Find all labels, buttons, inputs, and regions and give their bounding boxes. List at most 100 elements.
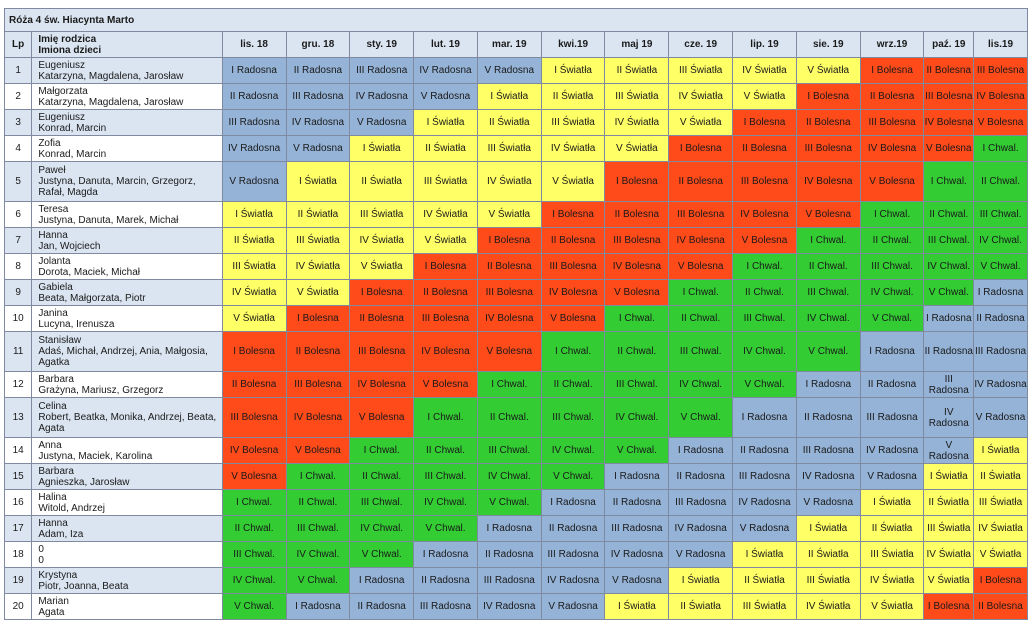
mystery-cell[interactable]: III Światła xyxy=(795,567,861,594)
mystery-cell[interactable]: V Bolesna xyxy=(413,371,478,398)
mystery-cell[interactable]: II Radosna xyxy=(859,371,925,398)
mystery-cell[interactable]: III Bolesna xyxy=(973,57,1028,84)
mystery-cell[interactable]: V Radosna xyxy=(795,489,861,516)
mystery-cell[interactable]: IV Bolesna xyxy=(285,397,351,438)
mystery-cell[interactable]: III Bolesna xyxy=(413,305,478,332)
mystery-cell[interactable]: I Radosna xyxy=(795,371,861,398)
mystery-cell[interactable]: III Bolesna xyxy=(221,397,287,438)
mystery-cell[interactable]: III Światła xyxy=(923,515,975,542)
mystery-cell[interactable]: III Chwal. xyxy=(604,371,670,398)
mystery-cell[interactable]: III Światła xyxy=(476,135,542,162)
mystery-cell[interactable]: I Światła xyxy=(476,83,542,110)
mystery-cell[interactable]: II Chwal. xyxy=(859,227,925,254)
mystery-cell[interactable]: IV Chwal. xyxy=(795,305,861,332)
mystery-cell[interactable]: IV Światła xyxy=(476,161,542,202)
mystery-cell[interactable]: IV Radosna xyxy=(859,437,925,464)
mystery-cell[interactable]: V Bolesna xyxy=(668,253,734,280)
mystery-cell[interactable]: III Radosna xyxy=(668,489,734,516)
mystery-cell[interactable]: III Radosna xyxy=(923,371,975,398)
mystery-cell[interactable]: II Chwal. xyxy=(413,437,478,464)
name-cell[interactable]: Jolanta Dorota, Maciek, Michał xyxy=(31,253,223,280)
mystery-cell[interactable]: IV Światła xyxy=(349,227,415,254)
row-number[interactable]: 7 xyxy=(3,227,33,254)
mystery-cell[interactable]: II Chwal. xyxy=(732,279,797,306)
mystery-cell[interactable]: V Światła xyxy=(923,567,975,594)
mystery-cell[interactable]: I Bolesna xyxy=(349,279,415,306)
mystery-cell[interactable]: IV Bolesna xyxy=(221,437,287,464)
mystery-cell[interactable]: II Bolesna xyxy=(349,305,415,332)
row-number[interactable]: 6 xyxy=(3,201,33,228)
mystery-cell[interactable]: IV Chwal. xyxy=(349,515,415,542)
mystery-cell[interactable]: II Chwal. xyxy=(285,489,351,516)
mystery-cell[interactable]: IV Bolesna xyxy=(795,161,861,202)
mystery-cell[interactable]: V Światła xyxy=(413,227,478,254)
mystery-cell[interactable]: V Bolesna xyxy=(285,437,351,464)
mystery-cell[interactable]: III Radosna xyxy=(221,109,287,136)
mystery-cell[interactable]: IV Bolesna xyxy=(413,331,478,372)
mystery-cell[interactable]: III Chwal. xyxy=(973,201,1028,228)
mystery-cell[interactable]: IV Chwal. xyxy=(476,463,542,490)
mystery-cell[interactable]: III Bolesna xyxy=(668,201,734,228)
mystery-cell[interactable]: IV Chwal. xyxy=(413,489,478,516)
mystery-cell[interactable]: V Chwal. xyxy=(859,305,925,332)
mystery-cell[interactable]: II Bolesna xyxy=(285,331,351,372)
mystery-cell[interactable]: IV Światła xyxy=(540,135,606,162)
mystery-cell[interactable]: IV Chwal. xyxy=(540,437,606,464)
mystery-cell[interactable]: III Radosna xyxy=(476,567,542,594)
mystery-cell[interactable]: III Światła xyxy=(604,83,670,110)
mystery-cell[interactable]: I Radosna xyxy=(413,541,478,568)
mystery-cell[interactable]: III Bolesna xyxy=(476,279,542,306)
mystery-cell[interactable]: II Bolesna xyxy=(732,135,797,162)
mystery-cell[interactable]: I Chwal. xyxy=(668,279,734,306)
row-number[interactable]: 11 xyxy=(3,331,33,372)
mystery-cell[interactable]: III Radosna xyxy=(732,463,797,490)
mystery-cell[interactable]: IV Światła xyxy=(668,83,734,110)
mystery-cell[interactable]: IV Radosna xyxy=(973,371,1028,398)
mystery-cell[interactable]: V Radosna xyxy=(973,397,1028,438)
mystery-cell[interactable]: IV Bolesna xyxy=(476,305,542,332)
mystery-cell[interactable]: IV Chwal. xyxy=(668,371,734,398)
mystery-cell[interactable]: I Radosna xyxy=(923,305,975,332)
mystery-cell[interactable]: II Bolesna xyxy=(973,593,1028,620)
mystery-cell[interactable]: II Radosna xyxy=(349,593,415,620)
mystery-cell[interactable]: II Chwal. xyxy=(795,253,861,280)
mystery-cell[interactable]: II Światła xyxy=(973,463,1028,490)
row-number[interactable]: 15 xyxy=(3,463,33,490)
mystery-cell[interactable]: V Chwal. xyxy=(285,567,351,594)
mystery-cell[interactable]: II Bolesna xyxy=(221,371,287,398)
mystery-cell[interactable]: IV Radosna xyxy=(413,57,478,84)
row-number[interactable]: 10 xyxy=(3,305,33,332)
mystery-cell[interactable]: II Światła xyxy=(221,227,287,254)
mystery-cell[interactable]: IV Bolesna xyxy=(668,227,734,254)
mystery-cell[interactable]: V Bolesna xyxy=(349,397,415,438)
mystery-cell[interactable]: I Światła xyxy=(349,135,415,162)
mystery-cell[interactable]: I Światła xyxy=(732,541,797,568)
mystery-cell[interactable]: V Światła xyxy=(859,593,925,620)
row-number[interactable]: 9 xyxy=(3,279,33,306)
row-number[interactable]: 18 xyxy=(3,541,33,568)
mystery-cell[interactable]: I Chwal. xyxy=(859,201,925,228)
mystery-cell[interactable]: III Radosna xyxy=(973,331,1028,372)
mystery-cell[interactable]: IV Bolesna xyxy=(859,135,925,162)
mystery-cell[interactable]: I Chwal. xyxy=(413,397,478,438)
mystery-cell[interactable]: I Światła xyxy=(859,489,925,516)
mystery-cell[interactable]: III Chwal. xyxy=(795,279,861,306)
mystery-cell[interactable]: V Radosna xyxy=(540,593,606,620)
row-number[interactable]: 14 xyxy=(3,437,33,464)
mystery-cell[interactable]: III Bolesna xyxy=(285,371,351,398)
name-cell[interactable]: Eugeniusz Katarzyna, Magdalena, Jarosław xyxy=(31,57,223,84)
row-number[interactable]: 8 xyxy=(3,253,33,280)
mystery-cell[interactable]: III Chwal. xyxy=(413,463,478,490)
mystery-cell[interactable]: V Radosna xyxy=(604,567,670,594)
mystery-cell[interactable]: II Chwal. xyxy=(221,515,287,542)
mystery-cell[interactable]: IV Bolesna xyxy=(732,201,797,228)
mystery-cell[interactable]: V Bolesna xyxy=(923,135,975,162)
mystery-cell[interactable]: II Chwal. xyxy=(476,397,542,438)
mystery-cell[interactable]: II Chwal. xyxy=(349,463,415,490)
mystery-cell[interactable]: I Bolesna xyxy=(732,109,797,136)
row-number[interactable]: 5 xyxy=(3,161,33,202)
name-cell[interactable]: Celina Robert, Beatka, Monika, Andrzej, B… xyxy=(31,397,223,438)
mystery-cell[interactable]: V Chwal. xyxy=(668,397,734,438)
row-number[interactable]: 3 xyxy=(3,109,33,136)
mystery-cell[interactable]: I Radosna xyxy=(285,593,351,620)
